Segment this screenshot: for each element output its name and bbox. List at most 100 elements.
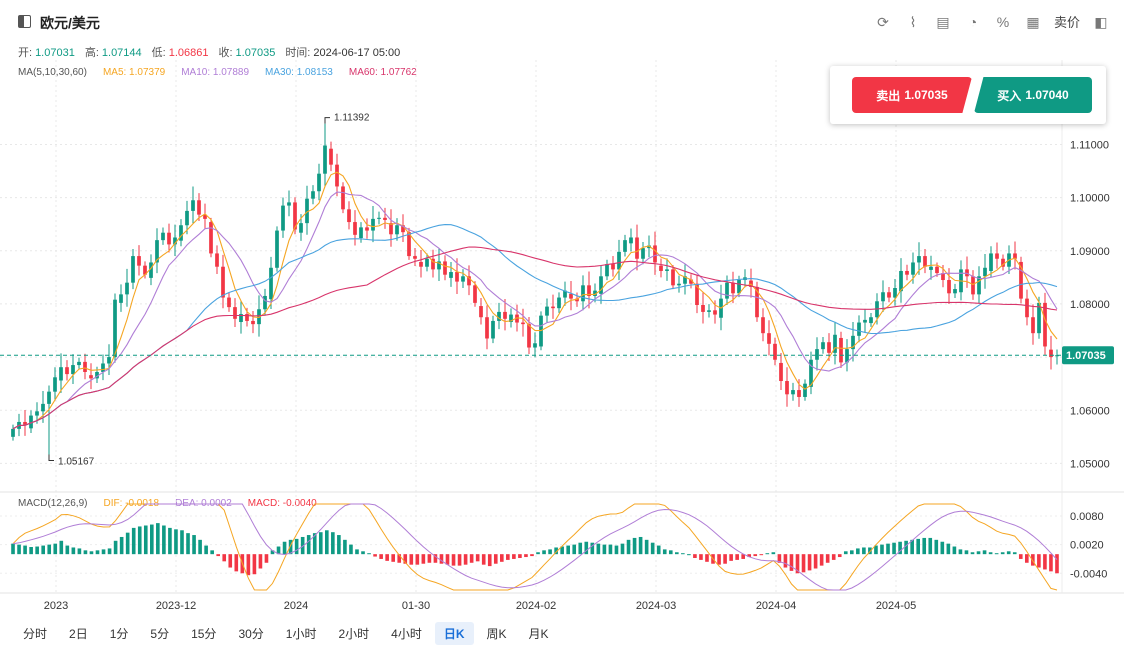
candle-body — [29, 415, 33, 429]
date-tick-6: 2024-04 — [756, 600, 796, 612]
macd-bar — [1055, 554, 1059, 574]
candle-body — [689, 279, 693, 284]
macd-bar — [952, 546, 957, 555]
timeframe-10[interactable]: 周K — [486, 627, 507, 641]
macd-tick-0: 0.0080 — [1070, 511, 1104, 523]
ma5-value: MA5: 1.07379 — [102, 67, 166, 78]
macd-bar — [572, 544, 577, 555]
macd-bar — [626, 539, 631, 555]
candle-body — [695, 283, 699, 305]
candle-body — [581, 285, 585, 302]
ma-legend-name[interactable]: MA(5,10,30,60) — [18, 67, 87, 78]
macd-legend-name[interactable]: MACD(12,26,9) — [18, 498, 88, 509]
candle-body — [635, 237, 639, 259]
macd-bar — [445, 554, 450, 565]
timeframe-5[interactable]: 30分 — [238, 627, 264, 641]
candle-body — [77, 361, 81, 366]
sell-button[interactable]: 卖出 1.07035 — [852, 77, 972, 113]
macd-bar — [668, 550, 673, 555]
candle-body — [473, 285, 477, 303]
macd-value: MACD: -0.0040 — [247, 498, 317, 509]
macd-bar — [831, 554, 836, 560]
buy-button[interactable]: 买入 1.07040 — [974, 77, 1092, 113]
percent-icon[interactable]: % — [996, 13, 1010, 30]
draw-icon[interactable]: ⌇ — [909, 13, 917, 30]
macd-bar — [355, 549, 359, 555]
macd-bar — [331, 532, 335, 555]
macd-bar — [83, 550, 88, 555]
candle-body — [323, 145, 327, 174]
candle-body — [527, 324, 531, 348]
macd-bar — [264, 554, 269, 563]
candle-body — [659, 265, 663, 271]
macd-bar — [681, 553, 685, 555]
candle-body — [995, 253, 999, 259]
macd-bar — [868, 547, 872, 555]
candle-body — [413, 256, 417, 259]
timeframe-1[interactable]: 2日 — [69, 627, 88, 641]
date-tick-0: 2023 — [44, 600, 68, 612]
grid-icon[interactable]: ▦ — [1026, 13, 1040, 30]
macd-bar — [131, 527, 136, 555]
macd-bar — [729, 554, 733, 561]
timeframe-8[interactable]: 4小时 — [391, 627, 422, 641]
candle-body — [479, 306, 483, 318]
symbol-title[interactable]: 欧元/美元 — [40, 15, 100, 31]
macd-bar — [524, 554, 528, 558]
candle-body — [353, 222, 357, 235]
macd-bar — [288, 539, 293, 555]
timeframe-2[interactable]: 1分 — [109, 627, 129, 641]
timeframe-11[interactable]: 月K — [528, 627, 549, 641]
macd-bar — [512, 554, 516, 559]
candle-body — [821, 342, 825, 350]
macd-bar — [29, 547, 33, 555]
macd-bar — [717, 554, 721, 565]
candle-body — [71, 365, 75, 375]
macd-bar — [795, 554, 800, 574]
macd-bar — [662, 549, 667, 555]
timeframe-4[interactable]: 15分 — [191, 627, 217, 641]
timeframe-0[interactable]: 分时 — [23, 627, 48, 641]
ma30-line — [12, 224, 1058, 430]
macd-bar — [994, 553, 999, 555]
macd-bar — [566, 545, 570, 555]
ma10-value: MA10: 1.07889 — [181, 67, 250, 78]
candle-body — [365, 227, 369, 231]
timeframe-3[interactable]: 5分 — [150, 627, 170, 641]
macd-bar — [162, 525, 166, 555]
ma5-line — [12, 171, 1058, 430]
candle-body — [155, 240, 159, 263]
ma60-line — [12, 246, 1058, 430]
timeframe-9[interactable]: 日K — [434, 622, 474, 645]
macd-bar — [47, 544, 52, 555]
panel-icon[interactable] — [18, 15, 31, 28]
candle-body — [935, 266, 939, 274]
macd-bar — [325, 530, 329, 555]
macd-bar — [590, 542, 595, 555]
candle-body — [1037, 302, 1041, 334]
layout-icon[interactable]: ◧ — [1094, 13, 1108, 30]
candle-body — [197, 200, 201, 215]
candle-body — [335, 164, 339, 187]
candle-body — [845, 349, 849, 363]
macd-bar — [318, 532, 323, 555]
timeframe-6[interactable]: 1小时 — [285, 627, 317, 641]
candle-body — [203, 214, 207, 219]
refresh-icon[interactable]: ⟳ — [877, 13, 889, 30]
candle-body — [89, 375, 93, 379]
pie-icon[interactable]: ◔ — [968, 13, 978, 30]
candle-body — [83, 361, 87, 372]
macd-bar — [222, 554, 227, 562]
macd-bar — [1049, 554, 1053, 572]
macd-bar — [620, 543, 625, 555]
macd-bar — [608, 544, 613, 555]
macd-bar — [656, 545, 661, 555]
candle-body — [371, 218, 375, 231]
macd-bar — [475, 554, 480, 562]
indicator-icon[interactable]: ▤ — [936, 13, 950, 30]
macd-bar — [988, 552, 993, 555]
quote-mode-toggle[interactable]: 卖价 — [1053, 15, 1080, 30]
timeframe-7[interactable]: 2小时 — [338, 627, 370, 641]
macd-bar — [940, 541, 945, 555]
